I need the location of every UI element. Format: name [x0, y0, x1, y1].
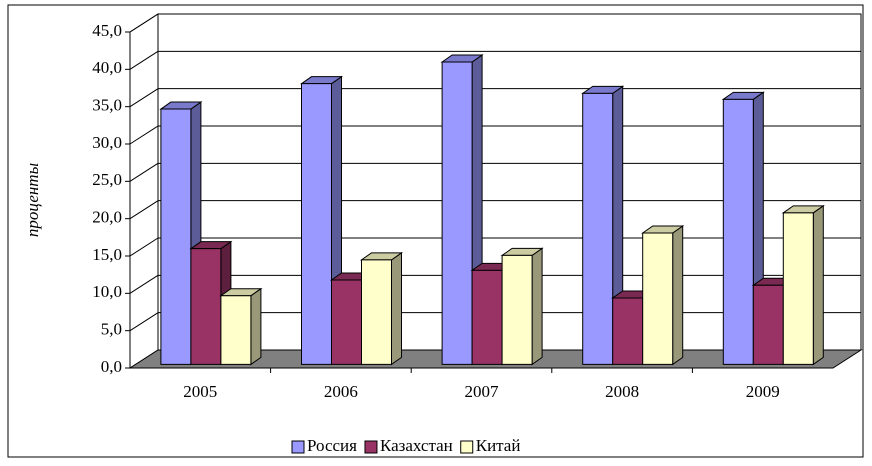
y-tick-label: 5,0 — [101, 320, 122, 339]
y-tick-label: 10,0 — [92, 282, 122, 301]
bar-front — [612, 297, 644, 365]
bar-front — [782, 212, 814, 365]
bar — [641, 225, 685, 366]
grid-line — [129, 13, 159, 33]
bar-front — [441, 61, 473, 365]
bar-front — [301, 83, 332, 365]
grid-line — [129, 162, 159, 182]
bar-front — [582, 92, 614, 365]
bar-front — [331, 279, 362, 365]
legend-label: Казахстан — [380, 436, 453, 455]
grid-line — [129, 125, 159, 145]
x-tick-label: 2006 — [324, 382, 358, 401]
y-tick-label: 30,0 — [92, 133, 122, 152]
legend-swatch — [291, 440, 305, 454]
x-tick-label: 2009 — [746, 382, 780, 401]
x-tick-label: 2007 — [465, 382, 500, 401]
grid-line — [129, 274, 159, 294]
grid-line — [129, 50, 159, 70]
bar-front — [752, 284, 784, 365]
bar — [219, 287, 263, 366]
y-tick-label: 35,0 — [92, 96, 122, 115]
bar — [359, 251, 404, 366]
y-tick-label: 25,0 — [92, 170, 122, 189]
bar-front — [471, 269, 503, 365]
grid-line — [129, 312, 159, 332]
x-tick-label: 2008 — [605, 382, 639, 401]
bar-front — [361, 259, 392, 365]
grid-line — [129, 88, 159, 108]
y-tick-label: 15,0 — [92, 245, 122, 264]
bar-side — [672, 225, 684, 366]
bar-side — [250, 287, 262, 366]
grid-line — [129, 237, 159, 257]
y-tick-label: 45,0 — [92, 21, 122, 40]
legend-label: Россия — [307, 436, 357, 455]
y-tick-label: 40,0 — [92, 58, 122, 77]
bar-side — [812, 204, 824, 366]
bar — [500, 247, 544, 366]
bar-front — [160, 108, 192, 365]
y-axis-title: проценты — [23, 163, 42, 237]
grid-line — [129, 200, 159, 220]
y-tick-label: 20,0 — [92, 208, 122, 227]
bar — [781, 204, 825, 366]
bar-front — [501, 254, 533, 365]
legend-swatch — [460, 440, 474, 454]
legend-label: Китай — [476, 436, 521, 455]
bar-side — [531, 247, 543, 366]
bar-front — [220, 295, 252, 365]
bar-side — [391, 251, 402, 366]
x-tick-label: 2005 — [183, 382, 217, 401]
legend-swatch — [364, 440, 378, 454]
y-tick-label: 0,0 — [101, 357, 122, 376]
bar-front — [190, 248, 222, 365]
bar-front — [722, 98, 754, 365]
bar-front — [642, 232, 674, 365]
